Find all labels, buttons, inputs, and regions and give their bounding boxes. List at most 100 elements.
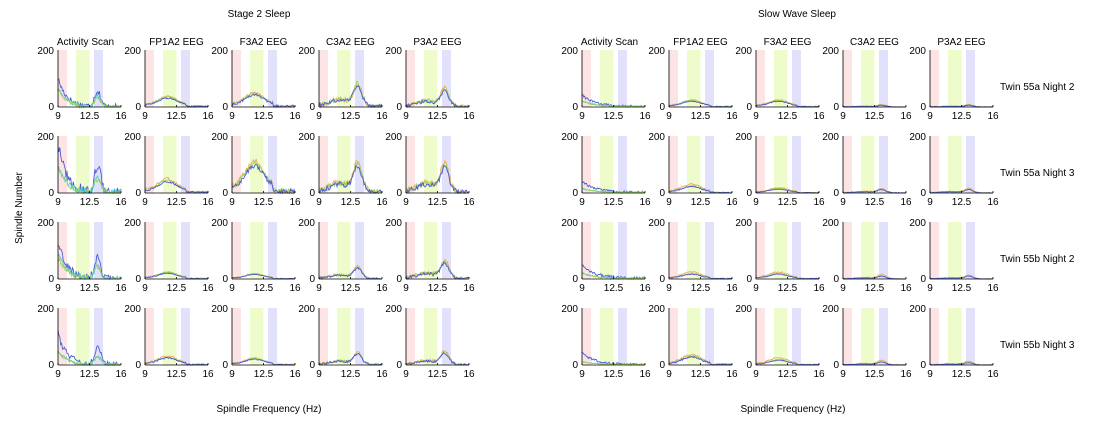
frequency-band-2: [250, 136, 264, 193]
frequency-band-1: [582, 222, 591, 279]
frequency-band-1: [843, 308, 852, 365]
frequency-band-3: [792, 308, 801, 365]
series-line-3: [405, 261, 470, 280]
frequency-band-1: [406, 50, 415, 107]
y-tick-label: 0: [135, 188, 141, 199]
x-tick-label: 12.5: [865, 283, 885, 294]
subplot-sws-r2-c5: 0 200 9 12.5 16: [909, 132, 999, 208]
column-title: Activity Scan: [57, 37, 114, 48]
frequency-band-1: [145, 222, 154, 279]
frequency-band-1: [843, 136, 852, 193]
x-tick-label: 16: [115, 111, 127, 122]
frequency-band-2: [424, 222, 438, 279]
row-label-3: Twin 55b Night 2: [1000, 254, 1075, 265]
y-tick-label: 200: [385, 304, 402, 315]
y-tick-label: 200: [124, 132, 141, 143]
x-tick-label: 9: [840, 369, 846, 380]
x-tick-label: 12.5: [428, 283, 448, 294]
frequency-band-3: [355, 222, 364, 279]
x-axis-label-stage2: Spindle Frequency (Hz): [216, 404, 321, 415]
frequency-band-1: [145, 308, 154, 365]
frequency-band-1: [232, 222, 241, 279]
subplot-sws-r3-c4: 0 200 9 12.5 16: [822, 218, 912, 294]
x-tick-label: 16: [639, 197, 651, 208]
subplot-sws-r4-c4: 0 200 9 12.5 16: [822, 304, 912, 380]
x-tick-label: 9: [753, 369, 759, 380]
subplot-stage2-r3-c5: 0 200 9 12.5 16: [385, 218, 475, 294]
frequency-band-1: [669, 136, 678, 193]
x-tick-label: 12.5: [691, 197, 711, 208]
series-line-1: [755, 357, 820, 366]
frequency-band-3: [181, 222, 190, 279]
y-tick-label: 200: [822, 218, 839, 229]
x-tick-label: 12.5: [691, 111, 711, 122]
subplot-stage2-r2-c3: 0 200 9 12.5 16: [211, 132, 301, 208]
frequency-band-3: [705, 222, 714, 279]
frequency-band-2: [861, 50, 875, 107]
y-tick-label: 0: [746, 360, 752, 371]
x-tick-label: 9: [927, 197, 933, 208]
frequency-band-3: [792, 136, 801, 193]
subplot-stage2-r4-c4: 0 200 9 12.5 16: [298, 304, 388, 380]
subplot-stage2-r1-c2: 0 200 9 12.5 16 FP1A2 EEG: [124, 37, 214, 122]
column-title: C3A2 EEG: [326, 37, 375, 48]
y-tick-label: 200: [735, 218, 752, 229]
x-tick-label: 16: [900, 283, 912, 294]
subplot-sws-r3-c3: 0 200 9 12.5 16: [735, 218, 825, 294]
x-tick-label: 16: [202, 197, 214, 208]
frequency-band-3: [181, 50, 190, 107]
column-title: Activity Scan: [581, 37, 638, 48]
x-tick-label: 12.5: [167, 283, 187, 294]
x-tick-label: 12.5: [691, 283, 711, 294]
subplot-stage2-r3-c3: 0 200 9 12.5 16: [211, 218, 301, 294]
y-tick-label: 200: [298, 132, 315, 143]
series-line-3: [318, 85, 383, 109]
x-tick-label: 16: [726, 111, 738, 122]
frequency-band-1: [669, 308, 678, 365]
x-tick-label: 16: [376, 111, 388, 122]
x-tick-label: 12.5: [428, 369, 448, 380]
x-tick-label: 9: [579, 197, 585, 208]
frequency-band-3: [618, 308, 627, 365]
x-tick-label: 9: [316, 369, 322, 380]
y-tick-label: 200: [561, 218, 578, 229]
x-tick-label: 12.5: [428, 197, 448, 208]
subplot-sws-r4-c2: 0 200 9 12.5 16: [648, 304, 738, 380]
frequency-band-3: [268, 136, 277, 193]
frequency-band-2: [948, 222, 962, 279]
frequency-band-3: [442, 50, 451, 107]
y-axis-label: Spindle Number: [14, 171, 25, 243]
subplot-sws-r2-c1: 0 200 9 12.5 16: [561, 132, 651, 208]
series-line-3: [144, 97, 209, 108]
y-tick-label: 0: [135, 274, 141, 285]
series-line-3: [144, 272, 209, 280]
x-tick-label: 9: [142, 283, 148, 294]
frequency-band-1: [145, 50, 154, 107]
y-tick-label: 0: [659, 102, 665, 113]
frequency-band-2: [948, 308, 962, 365]
y-tick-label: 200: [909, 304, 926, 315]
y-tick-label: 200: [822, 46, 839, 57]
frequency-band-3: [618, 136, 627, 193]
y-tick-label: 200: [561, 304, 578, 315]
frequency-band-3: [705, 308, 714, 365]
x-axis-label-sws: Spindle Frequency (Hz): [740, 404, 845, 415]
x-tick-label: 9: [840, 111, 846, 122]
subplot-sws-r1-c3: 0 200 9 12.5 16 F3A2 EEG: [735, 37, 825, 122]
x-tick-label: 9: [753, 111, 759, 122]
frequency-band-2: [774, 136, 788, 193]
frequency-band-2: [250, 308, 264, 365]
frequency-band-2: [861, 222, 875, 279]
x-tick-label: 9: [927, 369, 933, 380]
y-tick-label: 0: [746, 102, 752, 113]
subplot-sws-r3-c5: 0 200 9 12.5 16: [909, 218, 999, 294]
subplot-sws-r2-c4: 0 200 9 12.5 16: [822, 132, 912, 208]
x-tick-label: 12.5: [604, 369, 624, 380]
y-tick-label: 0: [920, 274, 926, 285]
column-title: FP1A2 EEG: [149, 37, 204, 48]
x-tick-label: 16: [813, 369, 825, 380]
subplot-sws-r4-c3: 0 200 9 12.5 16: [735, 304, 825, 380]
frequency-band-3: [181, 308, 190, 365]
series-line-3: [57, 89, 122, 109]
x-tick-label: 12.5: [604, 283, 624, 294]
